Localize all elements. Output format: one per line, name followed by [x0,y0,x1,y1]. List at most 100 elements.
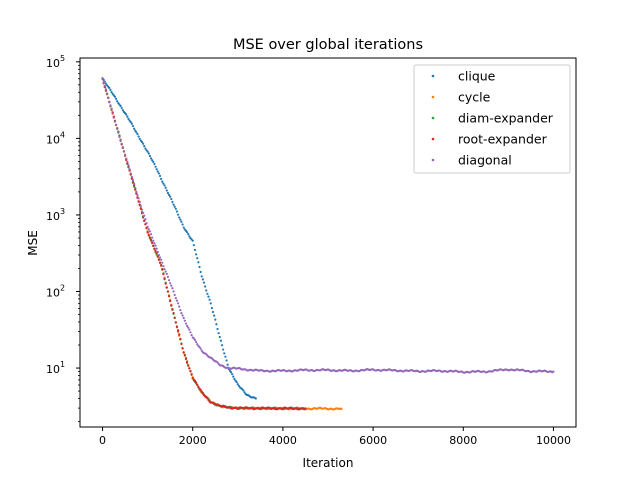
data-point [196,383,199,386]
data-point [138,137,141,140]
data-point [153,242,156,245]
data-point [174,321,177,324]
legend-marker [431,116,435,120]
data-point [149,233,153,236]
data-point [226,363,229,366]
data-point [176,302,180,305]
data-point [163,268,166,271]
data-point [170,284,173,287]
data-point [180,342,183,346]
data-point [211,310,215,314]
data-point [167,295,171,298]
data-point [198,345,201,349]
data-point [131,180,135,183]
data-point [209,302,212,305]
data-point [151,159,154,162]
legend: clique cycle diam-expander root-expander dia… [413,64,571,174]
data-point [151,236,154,239]
data-point [236,383,239,386]
data-point [182,226,185,229]
data-point [149,238,153,241]
data-point [134,129,137,132]
data-point [242,389,245,392]
y-tick-exponent: 1 [60,360,65,369]
data-point [185,361,189,364]
data-point [182,316,185,320]
legend-marker [431,95,435,99]
data-point [165,189,168,192]
data-point [218,335,221,339]
y-tick-exponent: 2 [60,283,65,292]
data-point [121,109,124,112]
data-point [173,316,176,319]
data-point [179,218,182,221]
data-point [164,186,167,189]
data-point [113,95,117,98]
data-point [196,257,199,260]
data-point [158,261,162,264]
data-point [146,225,149,228]
data-point [162,273,165,276]
data-point [138,200,141,203]
data-point [113,120,117,123]
data-point [199,347,202,350]
data-point [166,290,170,293]
data-point [198,265,201,269]
plot-series [101,76,555,411]
x-tick-label: 6000 [359,434,387,447]
data-point [140,140,144,144]
data-point [131,178,135,182]
x-tick-label: 0 [99,434,106,447]
data-point [130,175,133,178]
data-point [160,264,163,267]
data-point [161,261,164,264]
x-tick-label: 4000 [269,434,297,447]
data-point [254,397,257,400]
data-point [193,248,197,252]
data-point [190,373,193,376]
data-point [110,91,113,94]
data-point [184,322,188,325]
data-point [185,231,189,234]
data-point [126,115,129,118]
data-point [170,304,173,307]
data-point [193,338,197,342]
data-point [340,407,343,410]
data-point [153,247,156,250]
data-point [170,197,173,201]
data-point [147,234,150,237]
legend-label: cycle [458,90,491,105]
data-point [171,200,174,204]
data-point [185,324,189,327]
data-point [157,253,161,257]
data-point [174,207,177,210]
data-point [169,282,172,285]
data-point [196,343,199,346]
data-point [133,184,136,187]
data-point [119,104,122,108]
data-point [154,165,157,168]
legend-label: diagonal [458,153,512,168]
data-point [243,391,246,394]
data-point [225,359,228,362]
data-point [125,113,128,116]
data-point [136,194,139,197]
data-point [201,278,204,281]
data-point [148,154,151,158]
data-point [130,122,133,125]
x-tick-label: 2000 [179,434,207,447]
data-point [224,355,227,358]
data-point [154,249,157,252]
data-point [197,261,200,264]
data-point [199,388,202,391]
data-point [157,258,161,261]
data-point [107,96,110,100]
data-point [142,216,145,219]
data-point [181,314,184,317]
data-point [103,84,106,88]
data-point [104,88,108,91]
legend-label: diam-expander [458,111,554,126]
data-point [111,112,114,115]
data-point [104,82,108,85]
